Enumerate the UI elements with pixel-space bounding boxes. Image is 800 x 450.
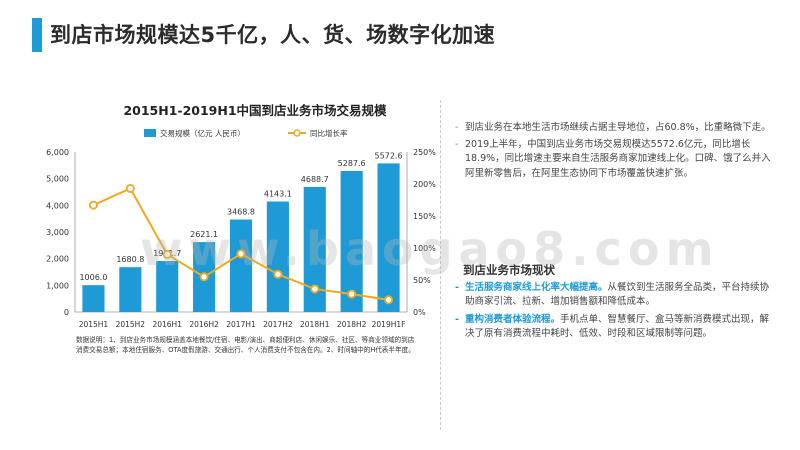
- status-highlight: 重构消费者体验流程。: [465, 314, 561, 325]
- right-tick-label: 250%: [413, 148, 436, 157]
- bar-value-label: 5572.6: [375, 151, 403, 160]
- x-tick-label: 2018H2: [337, 320, 367, 329]
- bar-value-label: 2621.1: [190, 230, 218, 239]
- legend-bar-label: 交易规模（亿元 人民币）: [160, 128, 245, 138]
- legend-line-marker: [293, 129, 301, 137]
- status-highlight: 生活服务商家线上化率大幅提高。: [465, 282, 608, 293]
- growth-point: [236, 249, 246, 259]
- status-bullet: 重构消费者体验流程。手机点单、智慧餐厅、盒马等新消费模式出现，解决了原有消费流程…: [455, 313, 775, 341]
- left-tick-label: 5,000: [46, 175, 69, 184]
- bar: [119, 267, 142, 312]
- left-tick-label: 0: [64, 308, 69, 317]
- chart-title: 2015H1-2019H1中国到店业务市场交易规模: [123, 103, 387, 118]
- growth-point: [199, 272, 209, 282]
- growth-point: [384, 295, 394, 305]
- bar: [340, 170, 363, 312]
- growth-point: [273, 269, 283, 279]
- growth-point: [88, 200, 98, 210]
- x-tick-label: 2017H2: [263, 320, 293, 329]
- page-title: 到店市场规模达5千亿，人、货、场数字化加速: [50, 23, 496, 47]
- growth-point: [125, 183, 135, 193]
- growth-point: [347, 289, 357, 299]
- summary-bullet: 到店业务在本地生活市场继续占据主导地位，占60.8%，比重略微下走。: [455, 121, 775, 136]
- bar-value-label: 5287.6: [338, 159, 366, 168]
- x-tick-label: 2015H1: [79, 320, 109, 329]
- x-tick-label: 2019H1F: [372, 320, 406, 329]
- bar: [266, 201, 289, 312]
- bar: [377, 163, 400, 312]
- x-tick-label: 2018H1: [300, 320, 330, 329]
- bar: [156, 261, 179, 312]
- left-tick-label: 4,000: [46, 201, 69, 210]
- column-divider: [440, 100, 441, 430]
- status-bullet: 生活服务商家线上化率大幅提高。从餐饮到生活服务全品类，平台持续协助商家引流、拉新…: [455, 281, 775, 309]
- bar: [229, 219, 253, 312]
- title-accent-bar: [32, 18, 42, 52]
- section-title: 到店业务市场现状: [463, 263, 555, 277]
- data-note: 数据说明：1、到店业务市场规模涵盖本地餐饮/住宿、电影/演出、商超便利店、休闲娱…: [76, 336, 415, 354]
- left-tick-label: 3,000: [46, 228, 69, 237]
- summary-bullets: 到店业务在本地生活市场继续占据主导地位，占60.8%，比重略微下走。 2019上…: [455, 121, 775, 183]
- market-size-chart: 0 1,000 2,000 3,000 4,000 5,000 6,000 0% 50% 100%…: [46, 128, 436, 329]
- right-tick-label: 150%: [413, 212, 436, 221]
- left-tick-label: 2,000: [46, 255, 69, 264]
- bar-value-label: 1006.0: [79, 273, 107, 282]
- right-tick-label: 50%: [413, 276, 431, 285]
- right-tick-label: 200%: [413, 180, 436, 189]
- summary-bullet: 2019上半年，中国到店业务市场交易规模达5572.6亿元，同比增长18.9%，…: [455, 138, 775, 182]
- bar: [82, 285, 105, 312]
- bar-value-label: 4143.1: [264, 190, 292, 199]
- legend-bar-swatch: [144, 129, 156, 137]
- left-tick-label: 6,000: [46, 148, 69, 157]
- status-bullets: 生活服务商家线上化率大幅提高。从餐饮到生活服务全品类，平台持续协助商家引流、拉新…: [455, 281, 775, 345]
- x-tick-label: 2017H1: [226, 320, 256, 329]
- right-tick-label: 0%: [413, 308, 426, 317]
- right-tick-label: 100%: [413, 244, 436, 253]
- bar: [303, 186, 326, 312]
- bar-value-label: 4688.7: [301, 175, 329, 184]
- bar-value-label: 1680.8: [116, 255, 144, 264]
- legend-line-label: 同比增长率: [310, 128, 348, 138]
- left-tick-label: 1,000: [46, 281, 69, 290]
- status-text: 从餐饮到生活服务全品类，平台持续协助商家引流、拉新、增加销售额和降低成本。: [465, 282, 770, 307]
- x-tick-label: 2016H2: [189, 320, 219, 329]
- bar-value-label: 3468.8: [227, 207, 255, 216]
- status-text: 手机点单、智慧餐厅、盒马等新消费模式出现，解决了原有消费流程中耗时、低效、时段和…: [465, 314, 770, 339]
- x-tick-label: 2016H1: [152, 320, 182, 329]
- x-tick-label: 2015H2: [116, 320, 146, 329]
- growth-point: [310, 284, 320, 294]
- growth-point: [162, 249, 172, 259]
